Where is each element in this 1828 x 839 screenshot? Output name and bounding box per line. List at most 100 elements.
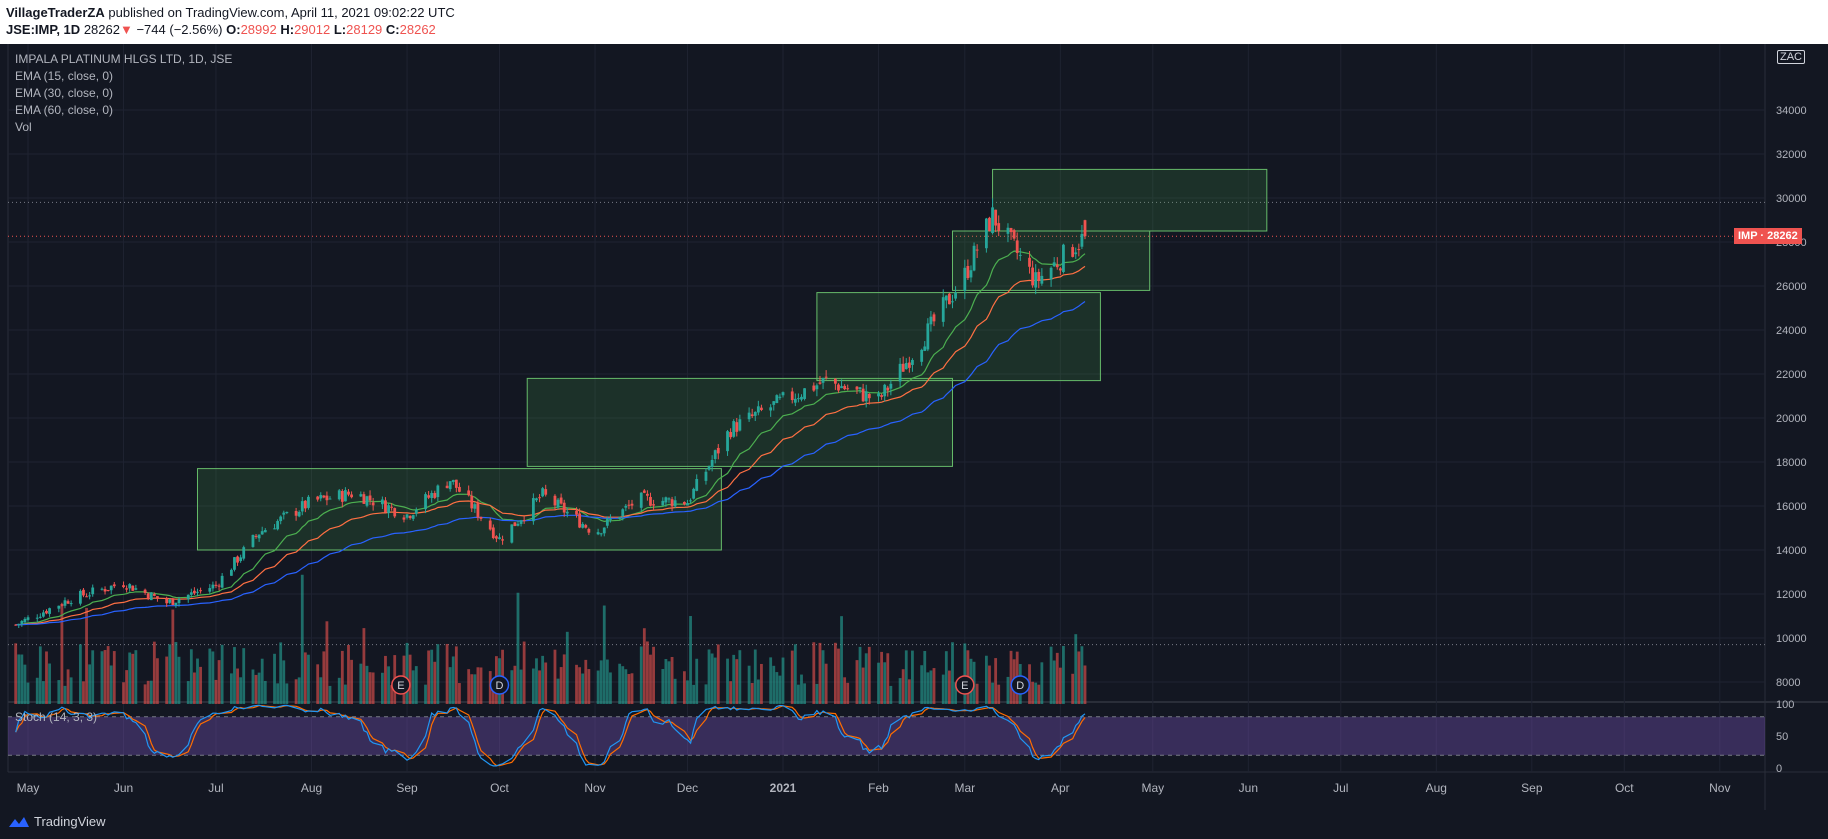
publish-header: VillageTraderZA published on TradingView… (0, 0, 1828, 44)
candle-body (146, 593, 150, 599)
candle-body (652, 504, 655, 506)
current-price-badge: IMP · 28262 (1734, 228, 1802, 244)
legend-ema60[interactable]: EMA (60, close, 0) (15, 103, 114, 117)
volume-bar (535, 658, 538, 704)
candle-body (38, 616, 42, 618)
candle-body (818, 382, 822, 384)
volume-bar (578, 667, 582, 704)
legend-vol[interactable]: Vol (15, 120, 32, 134)
candle-body (941, 297, 945, 322)
y-tick-label: 20000 (1776, 413, 1807, 425)
candle-body (984, 218, 988, 249)
high-value: 29012 (294, 22, 331, 37)
volume-bar (236, 668, 239, 704)
candle-body (729, 432, 733, 438)
candle-body (948, 293, 951, 305)
candle-body (307, 496, 310, 508)
candle-body (1034, 272, 1038, 288)
x-tick-label: Aug (301, 781, 322, 795)
volume-bar (380, 672, 384, 704)
volume-bar (371, 672, 375, 704)
volume-bar (285, 683, 289, 704)
close-label: C: (385, 22, 400, 37)
volume-bar (322, 651, 326, 704)
volume-bar (605, 659, 609, 704)
candle-body (1077, 249, 1081, 251)
candle-body (251, 534, 255, 547)
candle-body (535, 498, 538, 501)
candle-body (646, 493, 649, 496)
volume-bar (103, 650, 107, 704)
candle-body (454, 479, 458, 488)
low-value: 28129 (346, 22, 383, 37)
candle-body (273, 528, 276, 530)
candle-body (1052, 262, 1056, 267)
event-marker-e (391, 675, 411, 695)
volume-bar (347, 644, 350, 704)
volume-bar (1052, 660, 1056, 704)
volume-bar (707, 649, 711, 704)
candle-body (639, 492, 643, 508)
candle-body (575, 510, 578, 515)
price-change: −744 (−2.56%) (136, 22, 223, 37)
volume-bar (424, 684, 427, 704)
volume-bar (652, 646, 655, 704)
candle-body (599, 533, 603, 535)
legend-ema15[interactable]: EMA (15, close, 0) (15, 69, 114, 83)
candle-body (704, 471, 708, 481)
volume-bar (48, 663, 51, 704)
candle-body (42, 612, 45, 617)
volume-bar (994, 658, 998, 704)
candle-body (325, 495, 329, 501)
volume-bar (473, 674, 477, 704)
ema60-line (15, 301, 1086, 626)
volume-bar (575, 664, 578, 704)
candle-body (858, 387, 862, 389)
candle-body (242, 547, 246, 559)
candle-body (495, 536, 498, 539)
candle-body (618, 517, 622, 519)
candle-body (824, 376, 828, 378)
candle-body (920, 349, 924, 362)
candle-body (387, 505, 390, 514)
volume-bar (174, 642, 178, 704)
x-tick-label: Sep (1521, 781, 1543, 795)
candle-body (85, 596, 88, 598)
y-tick-label: 10000 (1776, 633, 1807, 645)
volume-bar (778, 675, 782, 704)
volume-bar (556, 678, 560, 704)
candle-body (445, 485, 449, 489)
candle-body (193, 590, 196, 594)
candle-body (602, 527, 606, 534)
volume-bar (45, 651, 48, 704)
volume-bar (599, 660, 603, 704)
volume-bar (100, 651, 104, 704)
candle-body (35, 617, 39, 619)
volume-bar (846, 682, 850, 704)
candle-body (199, 590, 202, 592)
volume-bar (1055, 652, 1059, 704)
volume-bar (531, 668, 535, 704)
candle-body (60, 604, 64, 606)
candle-body (125, 588, 129, 590)
tradingview-brand[interactable]: TradingView (8, 814, 106, 829)
range-box (196, 468, 722, 551)
candle-body (1062, 244, 1065, 273)
legend-stoch[interactable]: Stoch (14, 3, 3) (15, 710, 98, 724)
candle-body (414, 509, 418, 514)
candle-body (498, 537, 501, 540)
volume-bar (553, 649, 557, 704)
volume-bar (294, 679, 298, 704)
legend-ema30[interactable]: EMA (30, close, 0) (15, 86, 114, 100)
x-tick-label: Mar (954, 781, 975, 795)
price-chart[interactable]: 8000 10000 12000 14000 16000 18000 20000 22000 2… (0, 44, 1828, 810)
volume-bar (818, 642, 822, 704)
author-name[interactable]: VillageTraderZA (6, 5, 105, 20)
volume-bar (454, 646, 458, 704)
volume-bar (587, 669, 591, 704)
candle-body (411, 515, 415, 519)
volume-bar (670, 656, 674, 704)
volume-bar (193, 672, 196, 704)
volume-bar (513, 665, 517, 704)
currency-badge[interactable]: ZAC (1777, 50, 1805, 64)
